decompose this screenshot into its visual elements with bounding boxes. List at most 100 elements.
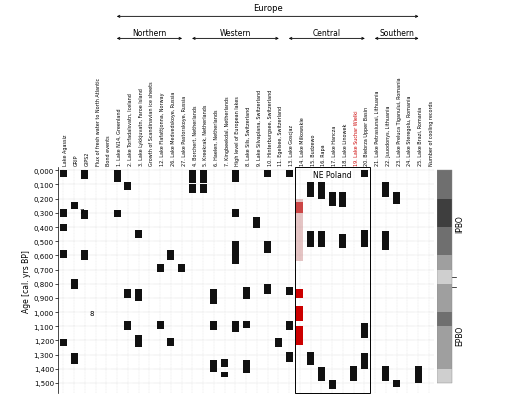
Bar: [189, 185, 196, 194]
Text: 24. Lake Steregolu, Romania: 24. Lake Steregolu, Romania: [408, 96, 413, 166]
Bar: [71, 353, 78, 364]
Text: 6. Haelen, Netherlands: 6. Haelen, Netherlands: [214, 110, 219, 166]
Bar: [361, 324, 368, 338]
Bar: [296, 202, 304, 213]
Text: 9. Lake Silvaplana, Switzerland: 9. Lake Silvaplana, Switzerland: [257, 90, 262, 166]
Bar: [415, 366, 422, 383]
Bar: [60, 225, 67, 232]
Text: EPBO: EPBO: [455, 325, 464, 345]
Text: 3. Lake Lykkjuvatn, Faroe Island: 3. Lake Lykkjuvatn, Faroe Island: [139, 88, 144, 166]
Bar: [264, 171, 271, 178]
Text: 15. Budzewo: 15. Budzewo: [311, 134, 316, 166]
Bar: [124, 290, 131, 298]
Bar: [264, 242, 271, 253]
Bar: [382, 182, 389, 198]
Y-axis label: Age [cal. yrs BP]: Age [cal. yrs BP]: [22, 249, 31, 312]
Text: Central: Central: [313, 29, 341, 38]
Text: Western: Western: [220, 29, 251, 38]
Bar: [254, 217, 261, 229]
Text: 26. Lake Medvedskoye, Russia: 26. Lake Medvedskoye, Russia: [171, 92, 176, 166]
Text: Lake Agassiz: Lake Agassiz: [64, 134, 69, 166]
Bar: [60, 339, 67, 346]
Text: 16. Rapa: 16. Rapa: [322, 145, 326, 166]
Bar: [232, 321, 239, 332]
Bar: [437, 355, 452, 369]
Bar: [318, 182, 325, 199]
Text: 11. Egelsee, Switzerland: 11. Egelsee, Switzerland: [278, 106, 283, 166]
Bar: [275, 338, 282, 347]
Bar: [199, 185, 207, 194]
Text: Growth of Scandinavian ice sheets: Growth of Scandinavian ice sheets: [149, 82, 155, 166]
Bar: [232, 171, 239, 182]
Text: 7. Kingbeekdal, Netherlands: 7. Kingbeekdal, Netherlands: [225, 97, 230, 166]
Bar: [437, 326, 452, 341]
Bar: [437, 242, 452, 256]
Text: 19. Lake Suchar Wielki: 19. Lake Suchar Wielki: [354, 111, 359, 166]
Bar: [264, 284, 271, 294]
Text: 13. Lake Goscjaz: 13. Lake Goscjaz: [289, 125, 294, 166]
Bar: [437, 228, 452, 242]
Bar: [157, 321, 164, 329]
Text: GIPS2: GIPS2: [85, 152, 90, 166]
Bar: [286, 171, 293, 178]
Bar: [382, 232, 389, 250]
Bar: [243, 287, 249, 300]
Bar: [286, 352, 293, 362]
Bar: [189, 171, 196, 183]
Text: 8. Lake Sils, Switzerland: 8. Lake Sils, Switzerland: [246, 107, 251, 166]
Bar: [243, 360, 249, 373]
Bar: [81, 211, 88, 219]
Text: Southern: Southern: [379, 29, 414, 38]
Bar: [437, 199, 452, 213]
Text: 4. Borchert, Netherlands: 4. Borchert, Netherlands: [192, 106, 197, 166]
Bar: [437, 185, 452, 199]
Bar: [114, 211, 121, 217]
Bar: [296, 199, 304, 261]
Bar: [437, 341, 452, 355]
Bar: [437, 171, 452, 185]
Text: 14. Lake Milkowskie: 14. Lake Milkowskie: [300, 117, 305, 166]
Bar: [361, 230, 368, 247]
Bar: [211, 321, 218, 330]
Bar: [178, 264, 185, 273]
Bar: [60, 171, 67, 178]
Text: Northern: Northern: [132, 29, 167, 38]
Text: 22. Juuodonys, Lithuania: 22. Juuodonys, Lithuania: [386, 106, 391, 166]
Bar: [135, 230, 142, 239]
Text: 17. Lake Hancza: 17. Lake Hancza: [332, 126, 337, 166]
Text: NE Poland: NE Poland: [313, 171, 351, 179]
Bar: [199, 171, 207, 183]
Text: Europe: Europe: [253, 4, 283, 13]
Text: 27. Lake Pastorskoye, Russia: 27. Lake Pastorskoye, Russia: [182, 96, 187, 166]
Bar: [294, 168, 370, 393]
Bar: [329, 192, 336, 206]
Bar: [157, 264, 164, 273]
Text: 25. Lake Brazi, Romania: 25. Lake Brazi, Romania: [418, 107, 423, 166]
Bar: [307, 182, 314, 198]
Text: 10. Hinterburgsee, Switzerland: 10. Hinterburgsee, Switzerland: [268, 90, 273, 166]
Bar: [329, 380, 336, 389]
Bar: [296, 326, 304, 345]
Text: 2. Lake Torfadalsvatn, Iceland: 2. Lake Torfadalsvatn, Iceland: [128, 94, 133, 166]
Text: Number of cooling records: Number of cooling records: [429, 101, 434, 166]
Bar: [350, 366, 357, 382]
Bar: [168, 338, 174, 346]
Bar: [307, 352, 314, 365]
Bar: [437, 298, 452, 312]
Bar: [124, 321, 131, 330]
Bar: [437, 213, 452, 228]
Bar: [243, 321, 249, 328]
Bar: [232, 242, 239, 264]
Bar: [60, 250, 67, 258]
Bar: [318, 367, 325, 382]
Bar: [296, 290, 304, 298]
Text: Bond events: Bond events: [107, 136, 112, 166]
Bar: [168, 250, 174, 260]
Bar: [393, 192, 400, 205]
Text: 18. Lake Linowek: 18. Lake Linowek: [343, 124, 348, 166]
Bar: [135, 290, 142, 301]
Bar: [361, 171, 368, 178]
Bar: [71, 202, 78, 209]
Bar: [296, 307, 304, 321]
Text: 12. Lake Flafattjonna, Norway: 12. Lake Flafattjonna, Norway: [160, 93, 165, 166]
